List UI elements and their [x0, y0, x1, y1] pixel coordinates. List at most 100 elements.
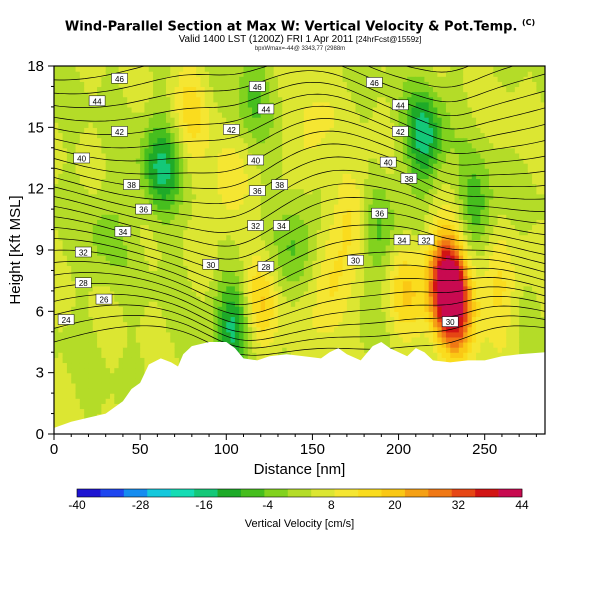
field-cell [325, 285, 331, 292]
field-cell [174, 311, 180, 318]
field-cell [282, 117, 288, 123]
field-cell [144, 142, 150, 149]
field-cell [66, 377, 72, 384]
field-cell [165, 255, 171, 261]
field-cell [122, 326, 128, 333]
field-cell [234, 209, 240, 215]
field-cell [174, 163, 180, 169]
field-cell [178, 101, 184, 108]
field-cell [256, 204, 262, 210]
field-cell [256, 321, 262, 328]
field-cell [221, 106, 227, 113]
field-cell [127, 112, 133, 118]
field-cell [178, 168, 184, 174]
field-cell [165, 71, 171, 77]
field-cell [114, 382, 120, 389]
field-cell [295, 214, 301, 220]
field-cell [226, 173, 232, 180]
field-cell [217, 326, 223, 333]
field-cell [54, 403, 59, 410]
field-cell [338, 275, 344, 282]
field-cell [54, 326, 59, 333]
field-cell [71, 357, 77, 364]
field-cell [204, 255, 210, 261]
field-cell [312, 142, 318, 149]
field-cell [97, 117, 102, 123]
field-cell [325, 301, 331, 307]
field-cell [312, 229, 318, 236]
field-cell [75, 316, 81, 323]
field-cell [54, 296, 59, 302]
field-cell [54, 290, 59, 297]
field-cell [174, 347, 180, 353]
field-cell [243, 204, 249, 210]
field-cell [338, 71, 344, 77]
field-cell [277, 214, 283, 220]
field-cell [131, 209, 137, 215]
field-cell [342, 112, 348, 118]
field-cell [200, 229, 206, 236]
field-cell [196, 147, 202, 154]
field-cell [109, 275, 115, 282]
field-cell [333, 224, 339, 231]
field-cell [342, 255, 348, 261]
field-cell [252, 311, 258, 318]
field-cell [88, 137, 94, 144]
field-cell [84, 117, 90, 123]
field-cell [342, 331, 348, 338]
field-cell [127, 336, 133, 343]
field-cell [290, 239, 296, 246]
field-cell [54, 132, 59, 139]
field-cell [144, 214, 150, 220]
field-cell [105, 127, 111, 134]
field-cell [157, 214, 163, 220]
field-cell [273, 265, 279, 272]
field-cell [71, 326, 77, 333]
field-cell [161, 214, 167, 220]
field-cell [346, 112, 352, 118]
field-cell [200, 301, 206, 307]
field-cell [118, 188, 124, 195]
field-cell [153, 91, 158, 98]
field-cell [58, 388, 64, 394]
field-cell [333, 81, 339, 88]
field-cell [329, 260, 335, 266]
field-cell [58, 132, 64, 139]
field-cell [165, 188, 171, 195]
field-cell [217, 285, 223, 292]
field-cell [321, 209, 326, 215]
field-cell [165, 326, 171, 333]
field-cell [191, 142, 197, 149]
field-cell [252, 142, 258, 149]
field-cell [290, 275, 296, 282]
field-cell [338, 142, 344, 149]
field-cell [84, 347, 90, 353]
field-cell [234, 306, 240, 312]
field-cell [338, 219, 344, 226]
field-cell [144, 234, 150, 241]
field-cell [277, 193, 283, 200]
field-cell [234, 178, 240, 185]
field-cell [209, 66, 214, 72]
field-cell [62, 413, 68, 420]
field-cell [273, 326, 279, 333]
field-cell [187, 290, 193, 297]
field-cell [290, 101, 296, 108]
field-cell [269, 331, 275, 338]
field-cell [58, 296, 64, 302]
field-cell [269, 76, 275, 82]
field-cell [84, 336, 90, 343]
field-cell [338, 204, 344, 210]
field-cell [282, 204, 288, 210]
field-cell [148, 275, 154, 282]
field-cell [321, 204, 326, 210]
field-cell [92, 229, 98, 236]
field-cell [312, 219, 318, 226]
field-cell [239, 234, 245, 241]
field-cell [191, 152, 197, 159]
field-cell [290, 250, 296, 256]
field-cell [312, 321, 318, 328]
field-cell [200, 250, 206, 256]
field-cell [71, 260, 77, 266]
field-cell [66, 209, 72, 215]
